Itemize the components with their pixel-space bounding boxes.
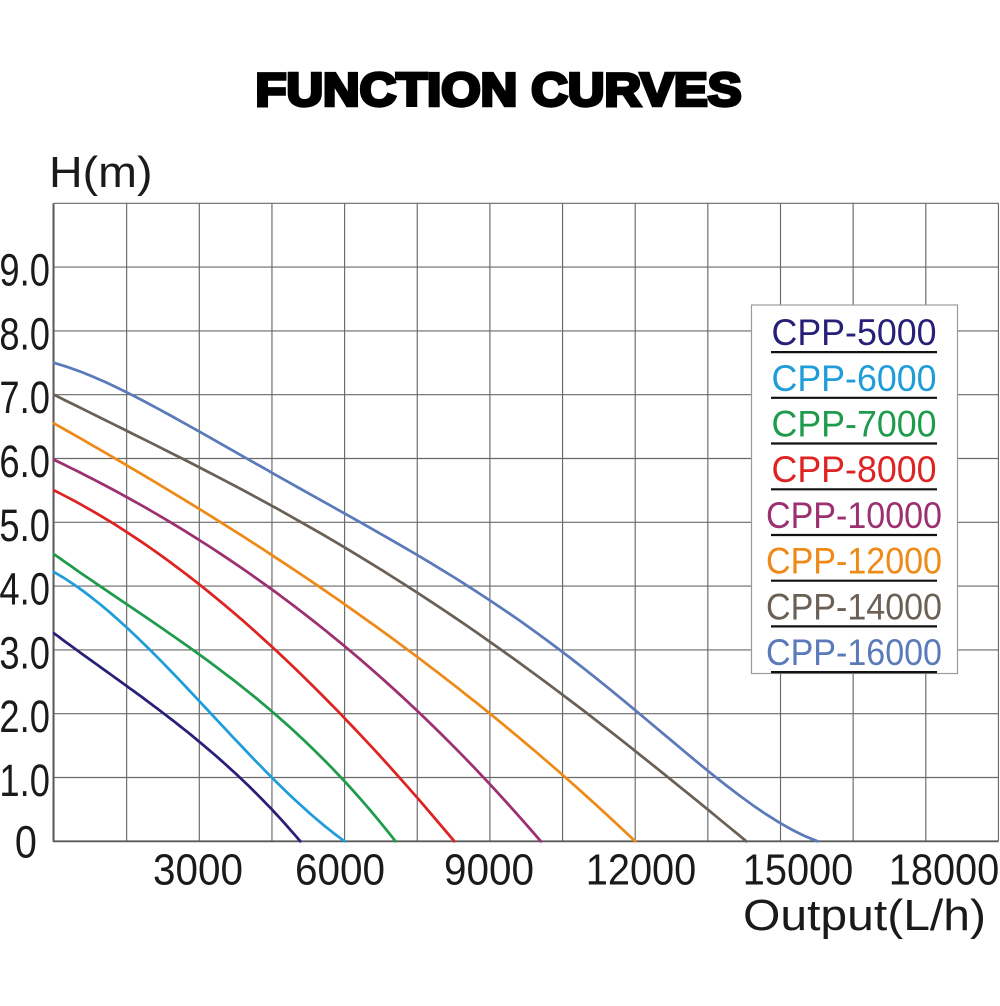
svg-text:CPP-16000: CPP-16000 (766, 632, 942, 673)
svg-text:9000: 9000 (444, 847, 534, 895)
svg-text:6.0: 6.0 (0, 436, 50, 487)
svg-text:Output(L/h): Output(L/h) (743, 891, 986, 940)
svg-text:3000: 3000 (153, 847, 243, 895)
svg-text:2.0: 2.0 (0, 691, 50, 742)
svg-text:12000: 12000 (586, 847, 697, 895)
svg-text:6000: 6000 (295, 847, 385, 895)
svg-text:FUNCTION CURVES: FUNCTION CURVES (256, 64, 742, 116)
svg-text:8.0: 8.0 (0, 308, 50, 359)
svg-text:CPP-6000: CPP-6000 (772, 358, 937, 399)
svg-text:15000: 15000 (743, 847, 854, 895)
svg-text:9.0: 9.0 (0, 245, 50, 296)
svg-text:CPP-12000: CPP-12000 (766, 541, 942, 582)
svg-text:0: 0 (15, 816, 37, 867)
svg-text:H(m): H(m) (49, 148, 153, 197)
svg-text:7.0: 7.0 (0, 372, 50, 423)
svg-text:1.0: 1.0 (0, 755, 50, 806)
svg-text:4.0: 4.0 (0, 564, 50, 615)
svg-text:3.0: 3.0 (0, 627, 50, 678)
svg-text:CPP-7000: CPP-7000 (772, 404, 937, 445)
svg-text:CPP-10000: CPP-10000 (766, 495, 942, 536)
svg-text:CPP-8000: CPP-8000 (772, 449, 937, 490)
svg-text:18000: 18000 (889, 847, 1000, 895)
svg-text:CPP-5000: CPP-5000 (772, 312, 937, 353)
svg-text:5.0: 5.0 (0, 500, 50, 551)
svg-text:CPP-14000: CPP-14000 (766, 586, 942, 627)
